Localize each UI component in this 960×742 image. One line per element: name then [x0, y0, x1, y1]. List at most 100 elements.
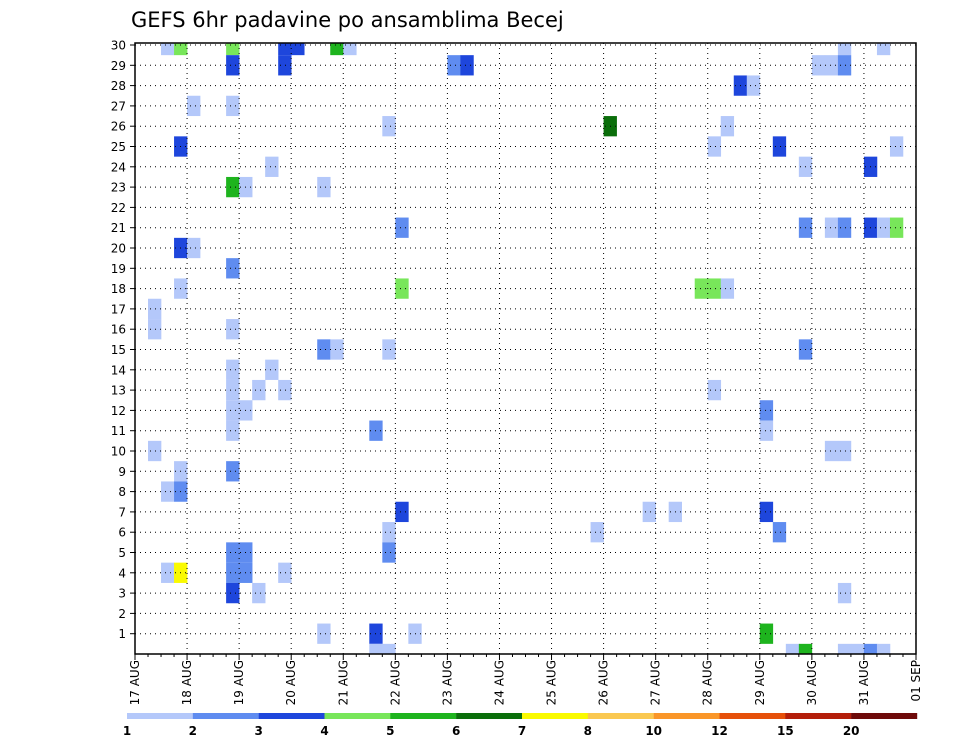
colorbar-swatch: [785, 713, 852, 719]
x-tick-label: 18 AUG: [180, 660, 194, 705]
colorbar-label: 7: [518, 724, 526, 738]
y-tick-label: 2: [118, 607, 126, 621]
heatmap-cell: [746, 75, 761, 96]
colorbar-swatch: [851, 713, 918, 719]
heatmap-cell: [759, 400, 774, 421]
heatmap-cell: [824, 55, 839, 76]
heatmap-cell: [226, 95, 240, 117]
y-tick-label: 17: [111, 302, 126, 316]
chart-title: GEFS 6hr padavine po ansamblima Becej: [131, 8, 564, 32]
heatmap-cell: [824, 217, 839, 238]
y-tick-label: 16: [111, 323, 126, 337]
colorbar-swatch: [653, 713, 720, 719]
y-tick-label: 19: [111, 262, 126, 276]
heatmap-cell: [226, 542, 240, 563]
heatmap-cell: [707, 278, 722, 299]
y-tick-label: 14: [111, 363, 126, 377]
heatmap-cell: [382, 643, 396, 654]
heatmap-cell: [811, 55, 826, 76]
heatmap-cell: [226, 43, 240, 56]
colorbar-swatch: [127, 713, 194, 719]
y-tick-label: 3: [118, 587, 126, 601]
heatmap-cell: [161, 43, 175, 56]
x-tick-label: 17 AUG: [128, 660, 142, 705]
y-tick-label: 13: [111, 384, 126, 398]
heatmap-cell: [148, 319, 162, 340]
x-tick-label: 24 AUG: [492, 660, 506, 705]
heatmap-cell: [187, 95, 201, 117]
colorbar-label: 2: [189, 724, 197, 738]
heatmap-cell: [174, 43, 188, 56]
heatmap-cell: [265, 359, 279, 380]
x-tick-label: 20 AUG: [284, 660, 298, 705]
x-tick-label: 01 SEP: [909, 660, 923, 702]
heatmap-cell: [226, 176, 240, 198]
heatmap-cell: [759, 420, 774, 441]
colorbar-label: 8: [584, 724, 592, 738]
heatmap-cell: [759, 623, 774, 644]
colorbar-label: 4: [320, 724, 328, 738]
heatmap-cell: [395, 278, 409, 299]
heatmap-cell: [148, 298, 162, 320]
heatmap-cell: [837, 55, 852, 76]
colorbar-label: 20: [843, 724, 860, 738]
y-tick-label: 20: [111, 242, 126, 256]
y-tick-label: 6: [118, 526, 126, 540]
y-tick-label: 28: [111, 79, 126, 93]
heatmap-cell: [226, 582, 240, 604]
heatmap-cell: [850, 643, 865, 654]
y-tick-label: 21: [111, 221, 126, 235]
y-tick-label: 15: [111, 343, 126, 357]
heatmap-cell: [226, 379, 240, 401]
y-axis-ticks: 1234567891011121314151617181920212223242…: [111, 39, 135, 641]
colorbar-swatch: [587, 713, 654, 719]
heatmap-cell: [148, 440, 162, 462]
x-tick-label: 29 AUG: [753, 660, 767, 705]
heatmap-cell: [707, 379, 722, 401]
colorbar-label: 3: [254, 724, 262, 738]
x-tick-label: 26 AUG: [597, 660, 611, 705]
heatmap-cell: [343, 43, 357, 56]
colorbar-label: 12: [711, 724, 728, 738]
heatmap-cell: [876, 217, 891, 238]
y-tick-label: 30: [111, 39, 126, 53]
y-tick-label: 23: [111, 181, 126, 195]
colorbar-label: 6: [452, 724, 460, 738]
heatmap-cell: [876, 43, 891, 56]
heatmap-cell: [226, 319, 240, 340]
y-tick-label: 29: [111, 59, 126, 73]
colorbar-swatch: [456, 713, 523, 719]
colorbar-swatch: [324, 713, 391, 719]
heatmap-cell: [837, 440, 852, 462]
x-tick-label: 22 AUG: [388, 660, 402, 705]
y-tick-label: 4: [118, 566, 126, 580]
heatmap-cell: [317, 176, 331, 198]
heatmap-cell: [863, 643, 878, 654]
colorbar-swatch: [719, 713, 786, 719]
heatmap-cell: [694, 278, 709, 299]
heatmap-cell: [837, 43, 852, 56]
colorbar-swatch: [258, 713, 325, 719]
heatmap-cell: [889, 217, 904, 238]
heatmap-cell: [707, 136, 722, 157]
heatmap-cell: [265, 156, 279, 177]
heatmap-cell: [837, 582, 852, 604]
heatmap-cell: [395, 501, 409, 523]
x-tick-label: 28 AUG: [701, 660, 715, 705]
heatmap-cell: [187, 237, 201, 259]
heatmap-cell: [889, 136, 904, 157]
y-tick-label: 24: [111, 160, 126, 174]
heatmap-cell: [590, 522, 604, 543]
heatmap-cell: [317, 623, 331, 644]
heatmap-cell: [330, 339, 344, 360]
x-tick-label: 27 AUG: [649, 660, 663, 705]
heatmap-cell: [824, 440, 839, 462]
x-tick-label: 30 AUG: [805, 660, 819, 705]
x-tick-label: 23 AUG: [440, 660, 454, 705]
heatmap-cell: [772, 136, 787, 157]
heatmap-cell: [226, 562, 240, 583]
heatmap-cell: [291, 43, 305, 56]
colorbar: 1 2 3 4 5 6 7 8 10 12 15 20: [123, 713, 918, 738]
heatmap-cell: [720, 116, 735, 137]
